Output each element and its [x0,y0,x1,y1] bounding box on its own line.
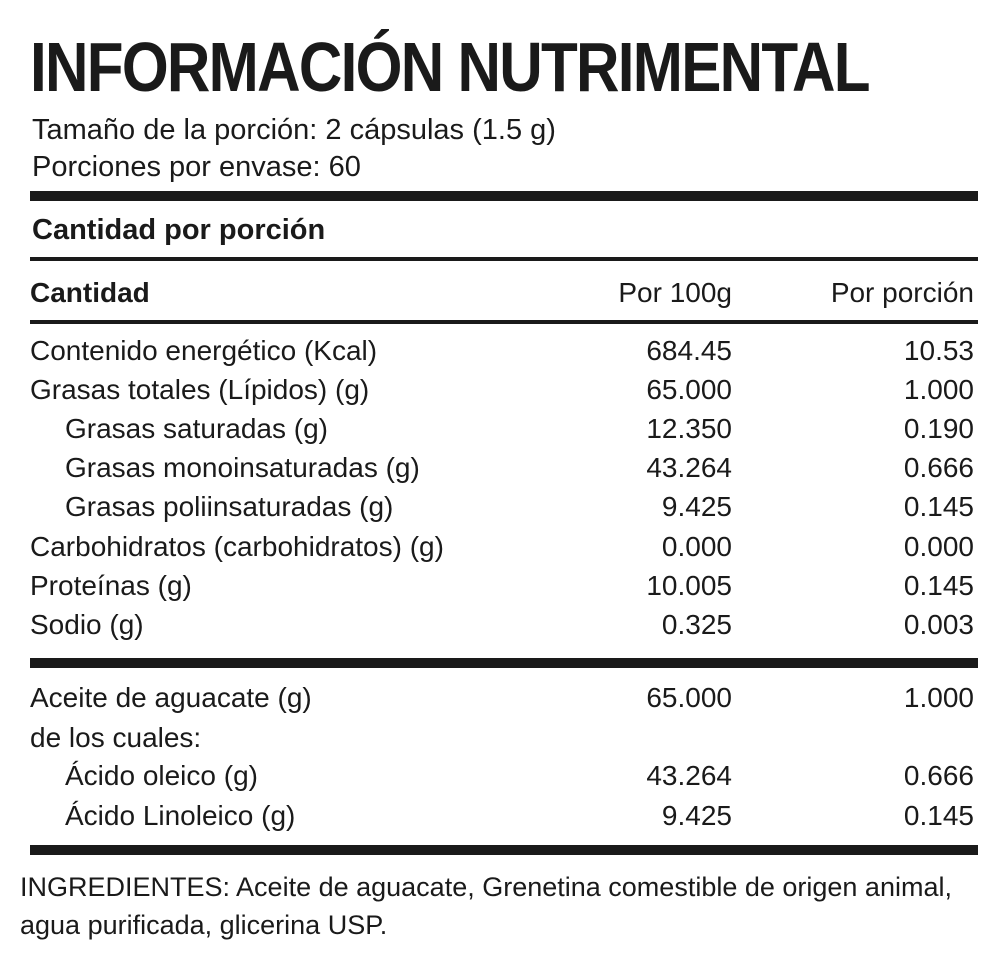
page-title: INFORMACIÓN NUTRIMENTAL [30,28,871,106]
row-label: Carbohidratos (carbohidratos) (g) [30,531,444,562]
column-header-per-100g: Por 100g [618,277,732,308]
table-row: Ácido Linoleico (g) 9.425 0.145 [30,798,978,834]
row-value-per-100g: 9.425 [661,800,732,831]
row-label: Aceite de aguacate (g) [30,682,312,713]
column-header-per-serving: Por porción [830,277,974,308]
row-label: de los cuales: [30,722,202,753]
row-value-per-100g: 65.000 [646,374,732,405]
row-label: Proteínas (g) [30,570,192,601]
row-value-per-serving: 0.000 [903,531,974,562]
table-row: de los cuales: [30,720,978,756]
table-row: Contenido energético (Kcal) 684.45 10.53 [30,333,978,369]
row-value-per-100g: 12.350 [646,413,732,444]
table-row: Grasas saturadas (g) 12.350 0.190 [30,411,978,447]
ingredients-text: INGREDIENTES: Aceite de aguacate, Grenet… [20,872,952,940]
row-label: Grasas monoinsaturadas (g) [65,452,420,483]
table-header-row: Cantidad Por 100g Por porción [30,275,978,311]
divider-thick [30,191,978,201]
column-header-name: Cantidad [30,277,150,308]
serving-size: Tamaño de la porción: 2 cápsulas (1.5 g) [32,114,556,146]
divider-thick [30,845,978,855]
row-label: Ácido Linoleico (g) [65,800,296,831]
table-row: Carbohidratos (carbohidratos) (g) 0.000 … [30,529,978,565]
row-value-per-serving: 0.003 [903,609,974,640]
table-row: Grasas monoinsaturadas (g) 43.264 0.666 [30,450,978,486]
row-value-per-serving: 1.000 [903,682,974,713]
row-value-per-serving: 1.000 [903,374,974,405]
row-label: Sodio (g) [30,609,144,640]
table-row: Proteínas (g) 10.005 0.145 [30,568,978,604]
row-value-per-serving: 0.145 [903,800,974,831]
row-value-per-serving: 0.666 [903,452,974,483]
servings-per-container: Porciones por envase: 60 [32,151,361,183]
row-label: Contenido energético (Kcal) [30,335,378,366]
row-value-per-serving: 0.145 [903,491,974,522]
table-row: Ácido oleico (g) 43.264 0.666 [30,758,978,794]
divider-thin [30,257,978,261]
table-row: Grasas poliinsaturadas (g) 9.425 0.145 [30,489,978,525]
row-value-per-100g: 43.264 [646,760,732,791]
row-value-per-serving: 10.53 [903,335,974,366]
row-value-per-100g: 684.45 [646,335,732,366]
row-label: Ácido oleico (g) [65,760,258,791]
divider-thin [30,320,978,324]
row-value-per-serving: 0.190 [903,413,974,444]
row-label: Grasas totales (Lípidos) (g) [30,374,370,405]
table-row: Sodio (g) 0.325 0.003 [30,607,978,643]
row-value-per-100g: 0.325 [661,609,732,640]
row-label: Grasas poliinsaturadas (g) [65,491,394,522]
row-label: Grasas saturadas (g) [65,413,328,444]
table-row: Grasas totales (Lípidos) (g) 65.000 1.00… [30,372,978,408]
row-value-per-100g: 65.000 [646,682,732,713]
row-value-per-100g: 10.005 [646,570,732,601]
row-value-per-100g: 43.264 [646,452,732,483]
section-heading: Cantidad por porción [32,214,326,246]
row-value-per-serving: 0.666 [903,760,974,791]
row-value-per-serving: 0.145 [903,570,974,601]
row-value-per-100g: 0.000 [661,531,732,562]
table-row: Aceite de aguacate (g) 65.000 1.000 [30,680,978,716]
row-value-per-100g: 9.425 [661,491,732,522]
divider-thick [30,658,978,668]
